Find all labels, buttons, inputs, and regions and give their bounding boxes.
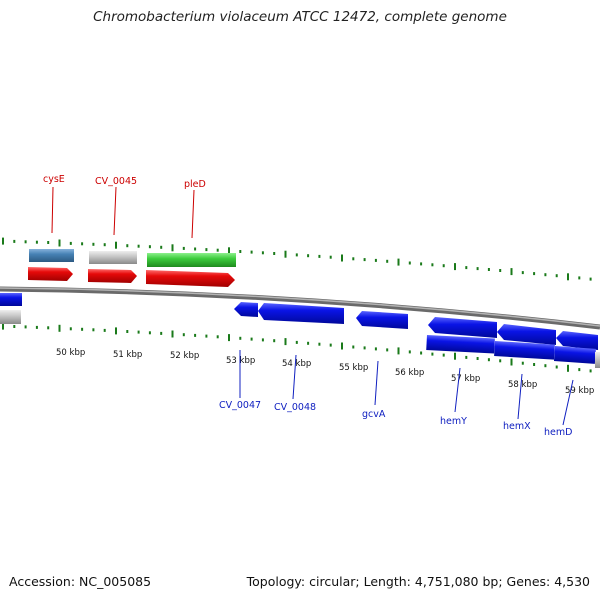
- feature-box: [595, 352, 600, 368]
- kbp-label: 50 kbp: [56, 348, 85, 358]
- kbp-label: 57 kbp: [451, 374, 480, 384]
- gene-arrow: [258, 303, 344, 324]
- footer-topology: Topology: circular; Length: 4,751,080 bp…: [246, 574, 590, 589]
- map-title: Chromobacterium violaceum ATCC 12472, co…: [93, 9, 507, 25]
- feature-box: [0, 293, 22, 306]
- feature-box: [426, 334, 495, 354]
- kbp-label: 52 kbp: [170, 351, 199, 361]
- kbp-label: 51 kbp: [113, 350, 142, 360]
- kbp-label: 59 kbp: [565, 386, 594, 396]
- forward-gene-labels: [51, 186, 195, 239]
- inner-tick-row: [2, 322, 592, 373]
- gene-arrow: [356, 311, 408, 329]
- reverse-gene-labels: [239, 350, 574, 426]
- feature-box: [29, 249, 74, 262]
- gene-arrow: [28, 267, 73, 281]
- gene-label-gcvA: gcvA: [362, 409, 386, 420]
- gene-label-CV_0048: CV_0048: [274, 402, 316, 413]
- feature-box: [494, 341, 555, 360]
- backbone: [0, 286, 600, 330]
- gene-arrow: [234, 302, 258, 317]
- gene-label-hemX: hemX: [503, 421, 531, 432]
- gene-label-hemY: hemY: [440, 416, 467, 427]
- gene-arrow: [556, 331, 598, 350]
- gene-arrow: [497, 324, 556, 345]
- feature-box: [0, 310, 21, 324]
- gene-arrow: [88, 269, 137, 283]
- gene-label-CV_0045: CV_0045: [95, 176, 137, 187]
- gene-label-hemD: hemD: [544, 427, 572, 438]
- gene-arrow: [428, 317, 497, 338]
- feature-box: [553, 346, 596, 364]
- reverse-strand-features: [0, 293, 600, 368]
- kbp-label: 58 kbp: [508, 380, 537, 390]
- footer-accession: Accession: NC_005085: [9, 574, 152, 589]
- kbp-label: 55 kbp: [339, 363, 368, 373]
- gene-label-pleD: pleD: [184, 179, 206, 190]
- kbp-label: 56 kbp: [395, 368, 424, 378]
- gene-label-CV_0047: CV_0047: [219, 400, 261, 411]
- feature-box: [89, 251, 137, 264]
- gene-arrow: [146, 270, 235, 287]
- kbp-label: 53 kbp: [226, 356, 255, 366]
- feature-box: [147, 253, 236, 267]
- forward-strand-features: [28, 249, 236, 287]
- kbp-labels: 50 kbp 51 kbp 52 kbp 53 kbp 54 kbp 55 kb…: [56, 348, 594, 396]
- gene-label-cysE: cysE: [43, 174, 65, 185]
- kbp-label: 54 kbp: [282, 359, 311, 369]
